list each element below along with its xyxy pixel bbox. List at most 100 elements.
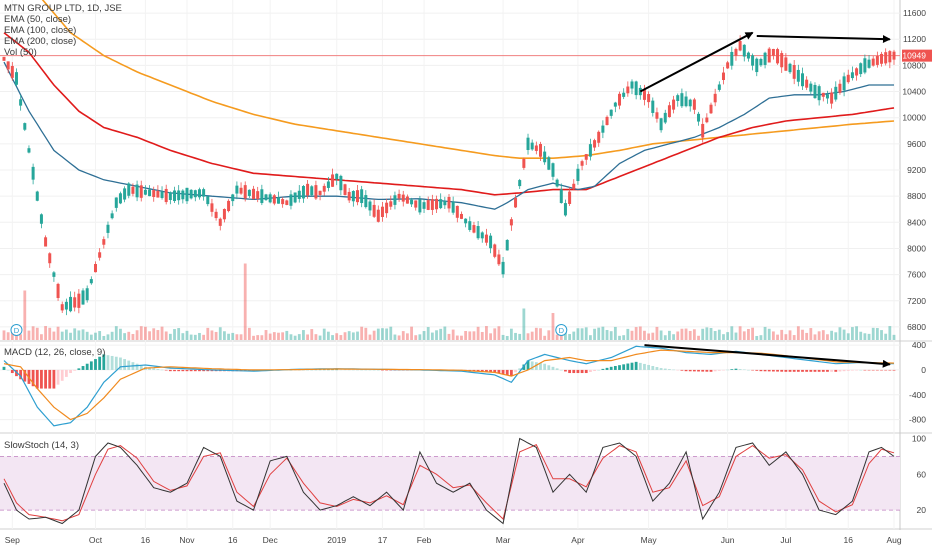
macd-histogram-bar xyxy=(509,369,513,377)
candle-body xyxy=(123,188,127,200)
macd-histogram-bar xyxy=(692,369,696,372)
volume-bar xyxy=(23,290,27,340)
volume-bar xyxy=(697,335,700,340)
volume-bar xyxy=(801,329,804,340)
candle-body xyxy=(705,117,709,123)
volume-bar xyxy=(293,335,297,340)
volume-bar xyxy=(439,328,443,340)
macd-histogram-bar xyxy=(821,369,825,372)
macd-pane-label[interactable]: MACD (12, 26, close, 9) xyxy=(4,347,106,358)
macd-histogram-bar xyxy=(94,359,97,370)
volume-bar xyxy=(855,326,858,340)
macd-histogram-bar xyxy=(771,369,775,372)
macd-histogram-bar xyxy=(318,369,322,371)
volume-bar xyxy=(543,335,547,340)
volume-bar xyxy=(401,331,405,340)
volume-bar xyxy=(44,326,47,340)
volume-bar xyxy=(110,331,114,340)
stoch-pane-label[interactable]: SlowStoch (14, 3) xyxy=(4,440,79,451)
macd-histogram-bar xyxy=(64,369,68,377)
volume-bar xyxy=(94,332,97,340)
volume-bar xyxy=(568,334,572,340)
candle-body xyxy=(160,191,164,199)
candle-body xyxy=(393,195,397,205)
candle-body xyxy=(131,186,135,194)
candle-body xyxy=(260,189,264,204)
volume-bar xyxy=(56,326,60,340)
volume-bar xyxy=(705,327,709,340)
candle-body xyxy=(60,304,64,311)
volume-bar xyxy=(821,330,825,340)
candle-body xyxy=(443,201,447,206)
volume-bar xyxy=(809,328,813,340)
candle-body xyxy=(505,239,509,251)
stoch-tick-label: 100 xyxy=(912,433,926,443)
legend-ema100[interactable]: EMA (100, close) xyxy=(4,25,77,36)
candle-body xyxy=(368,201,372,211)
candle-body xyxy=(197,189,201,198)
volume-bar xyxy=(455,335,459,340)
volume-bar xyxy=(613,326,617,340)
price-tick-label: 10400 xyxy=(902,87,926,97)
macd-histogram-bar xyxy=(701,369,705,372)
volume-bar xyxy=(202,334,206,340)
macd-histogram-bar xyxy=(518,368,522,370)
legend-ema200[interactable]: EMA (200, close) xyxy=(4,36,77,47)
volume-bar xyxy=(185,330,189,340)
candle-body xyxy=(547,157,551,170)
candle-body xyxy=(638,87,642,96)
macd-histogram-bar xyxy=(697,369,700,372)
macd-histogram-bar xyxy=(605,367,609,370)
candle-body xyxy=(447,196,451,209)
macd-histogram-bar xyxy=(609,366,613,370)
macd-histogram-bar xyxy=(805,369,809,372)
candle-body xyxy=(356,190,360,203)
macd-histogram-bar xyxy=(185,369,189,372)
candle-body xyxy=(514,198,518,208)
legend-volume[interactable]: Vol (50) xyxy=(4,47,37,58)
candle-body xyxy=(181,190,185,200)
volume-bar xyxy=(426,327,430,340)
candle-body xyxy=(792,65,796,79)
macd-histogram-bar xyxy=(767,369,771,372)
volume-bar xyxy=(589,335,592,340)
macd-histogram-bar xyxy=(747,369,750,371)
macd-histogram-bar xyxy=(613,366,617,370)
candle-body xyxy=(139,185,143,198)
volume-bar xyxy=(52,331,56,340)
macd-histogram-bar xyxy=(564,369,567,372)
candle-body xyxy=(347,191,351,201)
macd-histogram-bar xyxy=(356,369,359,371)
ema200-line xyxy=(41,0,895,159)
candle-body xyxy=(156,190,160,198)
volume-bar xyxy=(464,331,468,340)
volume-bar xyxy=(372,330,376,340)
volume-bar xyxy=(343,332,347,340)
macd-histogram-bar xyxy=(801,369,804,372)
candle-body xyxy=(780,53,784,68)
volume-bar xyxy=(326,331,330,340)
macd-histogram-bar xyxy=(547,365,551,370)
price-tick-label: 9200 xyxy=(907,165,926,175)
candle-body xyxy=(235,185,239,194)
volume-bar xyxy=(555,334,559,340)
macd-histogram-bar xyxy=(389,369,393,371)
volume-bar xyxy=(139,326,143,340)
volume-bar xyxy=(131,333,135,340)
volume-bar xyxy=(805,332,809,340)
macd-histogram-bar xyxy=(331,369,334,371)
candle-body xyxy=(56,283,60,299)
macd-histogram-bar xyxy=(173,369,176,372)
volume-bar xyxy=(892,334,896,340)
legend-ema50[interactable]: EMA (50, close) xyxy=(4,14,72,25)
candle-body xyxy=(98,252,102,258)
candle-body xyxy=(846,74,850,83)
macd-histogram-bar xyxy=(543,363,547,370)
macd-histogram-bar xyxy=(655,367,659,370)
candle-body xyxy=(767,48,771,63)
volume-bar xyxy=(530,331,534,340)
macd-histogram-bar xyxy=(647,364,651,370)
candle-body xyxy=(501,261,505,275)
macd-histogram-bar xyxy=(871,369,875,371)
candle-body xyxy=(256,191,260,199)
